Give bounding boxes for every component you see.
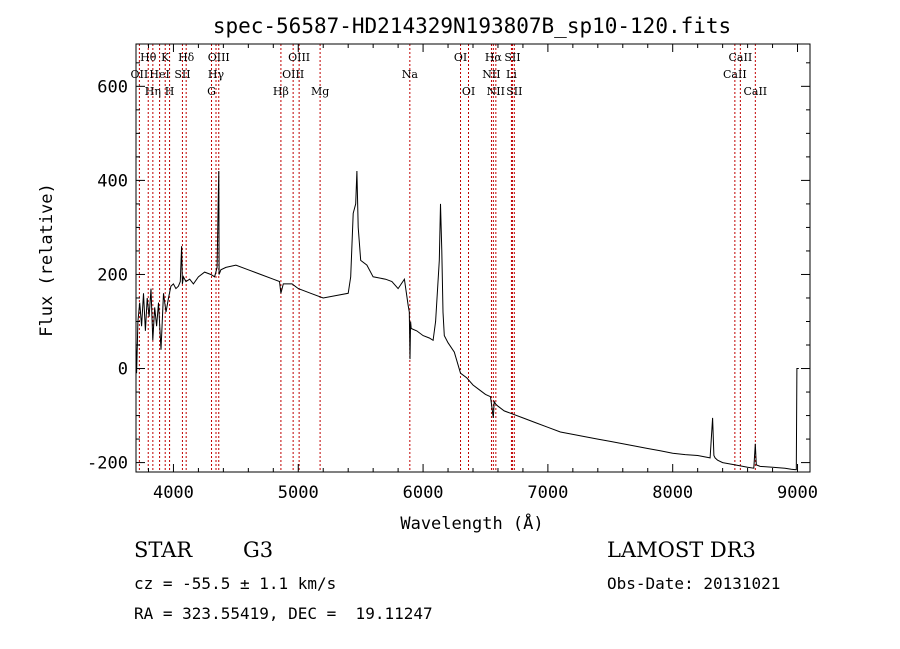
- plot-frame: [135, 43, 811, 473]
- chart-title: spec-56587-HD214329N193807B_sp10-120.fit…: [213, 14, 731, 38]
- spectral-line-markers: [138, 44, 756, 472]
- subclass: G3: [243, 538, 274, 562]
- line-label-19: Hα: [485, 51, 503, 64]
- y-tick-label-1: 0: [118, 360, 128, 380]
- line-label-14: Mg: [311, 85, 329, 98]
- line-label-11: Hβ: [273, 85, 289, 98]
- line-label-3: HeI: [149, 68, 169, 81]
- observation-date: Obs-Date: 20131021: [607, 574, 781, 593]
- coordinates: RA = 323.55419, DEC = 19.11247: [134, 604, 433, 623]
- line-label-13: OIII: [288, 51, 310, 64]
- y-tick-label-4: 600: [97, 77, 128, 97]
- spectrum-line: [135, 170, 799, 471]
- object-type: STAR: [134, 538, 193, 562]
- line-label-20: NII: [487, 85, 505, 98]
- x-axis-ticks: 4000 5000 6000 7000 8000 9000: [147, 44, 818, 503]
- line-label-16: OI: [454, 51, 467, 64]
- line-label-15: Na: [402, 68, 419, 81]
- y-tick-label-0: -200: [87, 454, 128, 474]
- spectral-line-labels: Hθ OII Hη HeI K H SII Hδ G Hγ OIII Hβ OIII OIII Mg Na OI…: [131, 51, 768, 98]
- survey-name: LAMOST DR3: [607, 538, 756, 562]
- x-tick-label-5: 9000: [777, 483, 818, 503]
- x-tick-label-2: 6000: [403, 483, 444, 503]
- redshift-info: cz = -55.5 ± 1.1 km/s: [134, 574, 337, 593]
- line-label-26: CaII: [743, 85, 767, 98]
- x-tick-label-3: 7000: [527, 483, 568, 503]
- line-label-21: Li: [506, 68, 517, 81]
- line-label-24: CaII: [723, 68, 747, 81]
- line-label-17: OI: [462, 85, 475, 98]
- line-label-8: G: [207, 85, 216, 98]
- y-axis-label: Flux (relative): [37, 183, 57, 337]
- line-label-2: Hη: [145, 85, 161, 98]
- line-label-5: H: [165, 85, 175, 98]
- x-axis-label: Wavelength (Å): [400, 512, 543, 534]
- x-tick-label-0: 4000: [153, 483, 194, 503]
- line-label-7: Hδ: [178, 51, 195, 64]
- x-tick-label-4: 8000: [652, 483, 693, 503]
- line-label-6: SII: [174, 68, 190, 81]
- line-label-1: OII: [131, 68, 149, 81]
- line-label-4: K: [161, 51, 170, 64]
- y-tick-label-3: 400: [97, 171, 128, 191]
- line-label-0: Hθ: [140, 51, 157, 64]
- line-label-9: Hγ: [208, 68, 225, 81]
- line-label-22: SII: [504, 51, 520, 64]
- x-tick-label-1: 5000: [278, 483, 319, 503]
- line-label-10: OIII: [208, 51, 230, 64]
- y-tick-label-2: 200: [97, 265, 128, 285]
- line-label-12: OIII: [282, 68, 304, 81]
- line-label-25: CaII: [729, 51, 753, 64]
- line-label-23: SII: [506, 85, 522, 98]
- line-label-18: NII: [482, 68, 500, 81]
- y-axis-ticks: -200 0 200 400 600: [87, 62, 810, 474]
